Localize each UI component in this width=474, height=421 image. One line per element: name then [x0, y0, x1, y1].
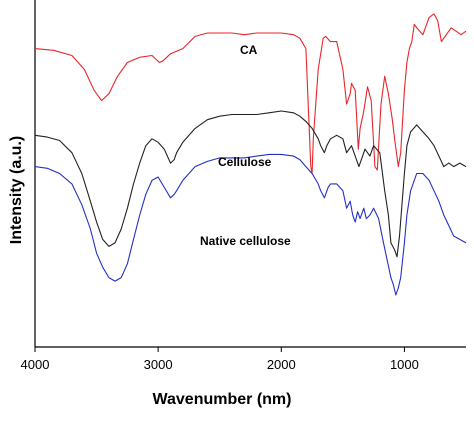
x-axis-title: Wavenumber (nm) — [153, 391, 292, 408]
x-tick-label: 2000 — [267, 357, 296, 372]
x-tick-label: 4000 — [21, 357, 50, 372]
x-tick-label: 3000 — [144, 357, 173, 372]
series-label-cellulose: Cellulose — [218, 155, 272, 169]
y-axis-title: Intensity (a.u.) — [8, 136, 25, 244]
series-label-native-cellulose: Native cellulose — [200, 234, 291, 248]
series-line-ca — [34, 13, 467, 175]
series-label-ca: CA — [240, 43, 258, 57]
series-line-cellulose — [34, 110, 467, 258]
x-tick-label: 1000 — [390, 357, 419, 372]
x-axis-ticks: 4000 3000 2000 1000 — [21, 347, 419, 372]
series-lines — [34, 13, 467, 296]
series-line-native-cellulose — [34, 153, 467, 296]
